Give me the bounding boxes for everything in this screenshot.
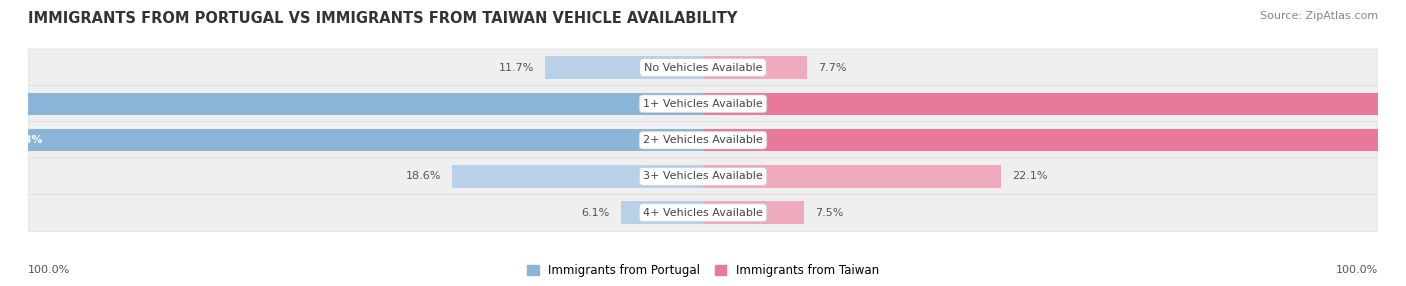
Bar <box>0 93 703 115</box>
Text: 4+ Vehicles Available: 4+ Vehicles Available <box>643 208 763 218</box>
Bar <box>620 201 703 224</box>
Text: 22.1%: 22.1% <box>1012 171 1047 181</box>
Text: 6.1%: 6.1% <box>582 208 610 218</box>
Bar <box>703 165 1001 188</box>
Text: 100.0%: 100.0% <box>1336 265 1378 275</box>
Text: 1+ Vehicles Available: 1+ Vehicles Available <box>643 99 763 109</box>
Bar <box>703 56 807 79</box>
FancyBboxPatch shape <box>28 122 1378 159</box>
FancyBboxPatch shape <box>28 85 1378 122</box>
Text: 7.7%: 7.7% <box>818 63 846 73</box>
Bar <box>0 129 703 151</box>
Bar <box>703 129 1406 151</box>
Text: No Vehicles Available: No Vehicles Available <box>644 63 762 73</box>
FancyBboxPatch shape <box>28 49 1378 86</box>
Text: 52.8%: 52.8% <box>4 135 42 145</box>
Text: 11.7%: 11.7% <box>499 63 534 73</box>
Text: 18.6%: 18.6% <box>406 171 441 181</box>
Bar <box>451 165 703 188</box>
Text: 100.0%: 100.0% <box>28 265 70 275</box>
Bar <box>546 56 703 79</box>
Text: 7.5%: 7.5% <box>815 208 844 218</box>
Text: 2+ Vehicles Available: 2+ Vehicles Available <box>643 135 763 145</box>
FancyBboxPatch shape <box>28 158 1378 195</box>
FancyBboxPatch shape <box>28 194 1378 231</box>
Text: Source: ZipAtlas.com: Source: ZipAtlas.com <box>1260 11 1378 21</box>
Legend: Immigrants from Portugal, Immigrants from Taiwan: Immigrants from Portugal, Immigrants fro… <box>523 259 883 281</box>
Bar <box>703 201 804 224</box>
Bar <box>703 93 1406 115</box>
Text: 3+ Vehicles Available: 3+ Vehicles Available <box>643 171 763 181</box>
Text: IMMIGRANTS FROM PORTUGAL VS IMMIGRANTS FROM TAIWAN VEHICLE AVAILABILITY: IMMIGRANTS FROM PORTUGAL VS IMMIGRANTS F… <box>28 11 738 26</box>
